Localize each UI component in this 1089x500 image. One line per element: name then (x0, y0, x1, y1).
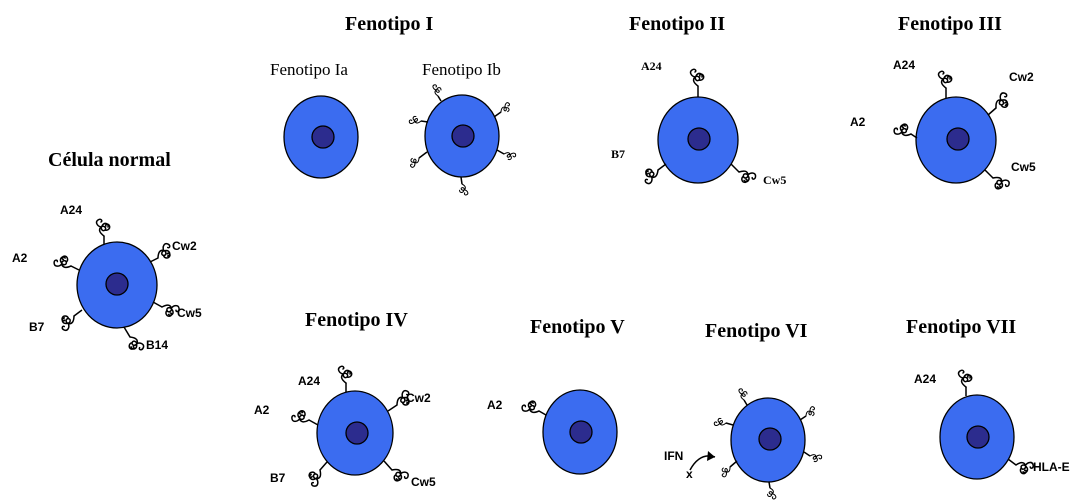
label-cw5: Cw5 (411, 475, 436, 489)
fenotipo-ia-label: Fenotipo Ia (270, 60, 348, 79)
fenotipo-vi-nucleus (758, 427, 782, 451)
fenotipo-ii-nucleus (687, 127, 711, 151)
ifn-arrowhead (707, 451, 715, 461)
fenotipo-v-title: Fenotipo V (530, 316, 625, 338)
label-cw2: Cw2 (172, 239, 197, 253)
label-a2: A2 (850, 115, 866, 129)
fenotipo-vii-group: Fenotipo VII A24 HLA-E (906, 316, 1070, 480)
fenotipo-iii-nucleus (946, 127, 970, 151)
label-a24: A24 (298, 374, 320, 388)
label-b14: B14 (146, 338, 168, 352)
label-ifn: IFN (664, 449, 683, 463)
label-cw5: Cw5 (177, 306, 202, 320)
normal-cell-title: Célula normal (48, 149, 171, 171)
label-a2: A2 (254, 403, 270, 417)
fenotipo-vi-title: Fenotipo VI (705, 320, 808, 342)
label-a24: A24 (641, 59, 662, 73)
normal-cell-group: Célula normal A24 A2 Cw2 Cw5 B7 B14 (12, 149, 202, 356)
fenotipo-ii-title: Fenotipo II (629, 13, 725, 35)
fenotipo-vi-group: Fenotipo VI IFN x (664, 320, 823, 500)
fenotipo-ia-nucleus (311, 125, 335, 149)
label-cw2: Cw2 (406, 391, 431, 405)
fenotipo-iii-title: Fenotipo III (898, 13, 1002, 35)
label-a24: A24 (914, 372, 936, 386)
fenotipo-i-title: Fenotipo I (345, 13, 434, 35)
label-cw2: Cw2 (1009, 70, 1034, 84)
fenotipo-ib-nucleus (451, 124, 475, 148)
label-a24: A24 (893, 58, 915, 72)
fenotipo-iv-title: Fenotipo IV (305, 309, 408, 331)
fenotipo-iv-group: Fenotipo IV A24 Cw2 A2 B7 Cw5 (254, 309, 436, 489)
label-hla-e: HLA-E (1033, 460, 1070, 474)
label-a2: A2 (12, 251, 28, 265)
fenotipo-ib-label: Fenotipo Ib (422, 60, 501, 79)
normal-cell-nucleus (105, 272, 129, 296)
label-b7: B7 (270, 471, 286, 485)
label-b7: B7 (29, 320, 45, 334)
x-mark: x (686, 467, 693, 481)
label-b7: B7 (611, 147, 625, 161)
label-cw5: Cw5 (1011, 160, 1036, 174)
fenotipo-iv-nucleus (345, 421, 369, 445)
fenotipo-vii-nucleus (966, 425, 990, 449)
fenotipo-ii-group: Fenotipo II A24 B7 Cw5 (611, 13, 786, 187)
fenotipo-v-group: Fenotipo V A2 (487, 316, 625, 475)
label-cw5: Cw5 (763, 173, 786, 187)
label-a2: A2 (487, 398, 503, 412)
fenotipo-i-group: Fenotipo I Fenotipo Ia Fenotipo Ib (270, 13, 517, 196)
fenotipo-iii-group: Fenotipo III A24 Cw2 A2 Cw5 (850, 13, 1036, 194)
fenotipo-v-nucleus (569, 420, 593, 444)
label-a24: A24 (60, 203, 82, 217)
fenotipo-vii-title: Fenotipo VII (906, 316, 1016, 338)
